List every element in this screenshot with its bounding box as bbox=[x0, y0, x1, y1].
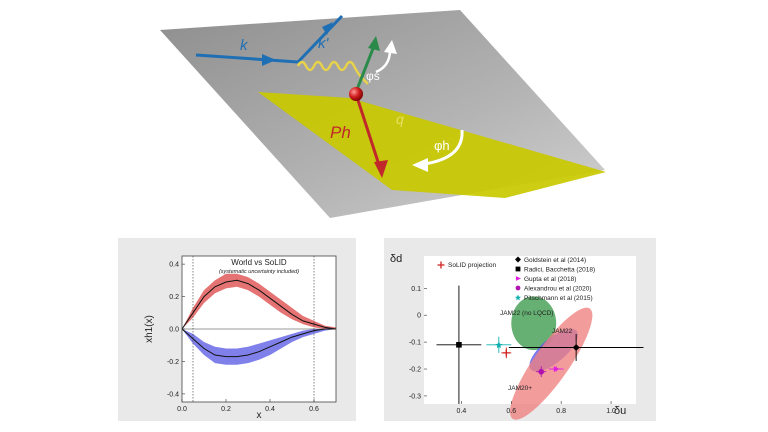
outgoing-lepton bbox=[296, 14, 344, 64]
annotation-jam20plus: JAM20+ bbox=[508, 385, 532, 392]
label-phis: φs bbox=[366, 69, 380, 83]
legend-entry: Pitschmann et al (2015) bbox=[524, 295, 593, 302]
x-axis-label: δu bbox=[614, 405, 626, 417]
label-Ph: Ph bbox=[330, 123, 351, 142]
x-tick-label: 1.0 bbox=[606, 408, 616, 415]
incoming-lepton bbox=[195, 53, 299, 64]
x-tick-label: 0.6 bbox=[309, 406, 319, 413]
point-gupta-et-al-2018- bbox=[553, 366, 560, 372]
x-tick-label: 0.8 bbox=[556, 408, 566, 415]
legend-marker-gupta-et-al-2018- bbox=[515, 276, 521, 281]
legend-entry: Radici, Bacchetta (2018) bbox=[524, 267, 595, 274]
x-tick-label: 0.2 bbox=[221, 406, 231, 413]
legend-entry: Gupta et al (2018) bbox=[524, 276, 576, 283]
annotation-jam22: JAM22 bbox=[552, 328, 573, 335]
legend-marker-radici-bacchetta-2018- bbox=[515, 266, 521, 272]
legend-entry: Goldstein et al (2014) bbox=[524, 257, 586, 264]
chart-subtitle: (systematic uncertainty included) bbox=[219, 269, 299, 275]
tensor-charge-panel: 0.4 0.6 0.8 1.0 0.1 0 -0.1 -0.2 -0.3 Goldstein e… bbox=[384, 238, 656, 421]
x-tick-label: 0.4 bbox=[457, 408, 467, 415]
phih-rotation-arrow bbox=[423, 129, 464, 166]
x-tick-label: 0.0 bbox=[177, 406, 187, 413]
central-curve-d bbox=[181, 328, 336, 358]
legend-solid-projection-marker bbox=[437, 261, 445, 269]
annotation-jam22-no-lqcd: JAM22 (no LQCD) bbox=[500, 310, 553, 317]
label-phih: φh bbox=[434, 138, 450, 153]
uncertainty-band-u bbox=[182, 273, 336, 329]
phih-arrow-icon bbox=[412, 158, 428, 172]
y-tick-label: -0.3 bbox=[409, 393, 421, 400]
label-kprime: k' bbox=[318, 35, 330, 52]
central-curve-u bbox=[181, 279, 337, 330]
legend-marker-alexandrou-et-al-2020- bbox=[515, 285, 521, 291]
spin-arrow-icon bbox=[368, 36, 380, 51]
ellipse-jam20- bbox=[510, 307, 593, 420]
spin-vector bbox=[354, 45, 376, 93]
chart-title: World vs SoLID bbox=[231, 258, 287, 267]
outgoing-lepton-arrow-icon bbox=[322, 22, 333, 35]
incoming-lepton-arrow-icon bbox=[262, 54, 276, 66]
y-tick-label: 0.1 bbox=[411, 286, 421, 293]
y-tick-label: -0.2 bbox=[409, 367, 421, 374]
transversity-x-chart: 0.0 0.2 0.4 0.6 -0.4 -0.2 0.0 0.2 0.4 World vs S… bbox=[144, 255, 337, 421]
y-tick-label: 0 bbox=[417, 313, 421, 320]
x-tick-label: 0.4 bbox=[265, 406, 275, 413]
y-tick-label: 0.0 bbox=[169, 327, 179, 334]
point-solid-projection bbox=[502, 349, 510, 357]
y-tick-label: 0.4 bbox=[169, 262, 179, 269]
y-axis-label: δd bbox=[390, 253, 402, 265]
legend-entry: Alexandrou et al (2020) bbox=[524, 286, 592, 293]
interaction-vertex-ball bbox=[349, 87, 363, 101]
point-radici-bacchetta-2018- bbox=[456, 342, 462, 348]
label-k: k bbox=[240, 37, 249, 54]
legend-marker-goldstein-et-al-2014- bbox=[515, 256, 521, 263]
y-tick-label: -0.2 bbox=[167, 359, 179, 366]
ellipse-jam22-no-lqcd- bbox=[511, 296, 557, 351]
hadron-plane bbox=[258, 92, 606, 198]
hadron-momentum bbox=[354, 93, 382, 169]
scattering-diagram: k k' φs q Ph φh bbox=[160, 10, 606, 218]
y-tick-label: 0.2 bbox=[169, 294, 179, 301]
legend-solid-projection: SoLID projection bbox=[448, 262, 496, 269]
y-tick-label: -0.1 bbox=[409, 340, 421, 347]
label-q: q bbox=[396, 111, 404, 127]
point-pitschmann-et-al-2015- bbox=[495, 341, 503, 349]
hadron-arrow-icon bbox=[374, 160, 388, 178]
phis-arrow-icon bbox=[384, 40, 397, 54]
point-alexandrou-et-al-2020- bbox=[538, 368, 545, 375]
x-tick-label: 0.6 bbox=[506, 408, 516, 415]
y-axis-label: xh1(x) bbox=[144, 315, 155, 343]
tensor-charge-chart: 0.4 0.6 0.8 1.0 0.1 0 -0.1 -0.2 -0.3 Goldstein e… bbox=[390, 253, 644, 420]
point-goldstein-et-al-2014- bbox=[572, 343, 580, 351]
y-tick-label: -0.4 bbox=[167, 391, 179, 398]
transversity-x-panel: 0.0 0.2 0.4 0.6 -0.4 -0.2 0.0 0.2 0.4 World vs S… bbox=[118, 238, 356, 421]
legend-marker-pitschmann-et-al-2015- bbox=[515, 294, 521, 301]
virtual-photon bbox=[296, 60, 369, 85]
x-axis-label: x bbox=[257, 410, 262, 421]
